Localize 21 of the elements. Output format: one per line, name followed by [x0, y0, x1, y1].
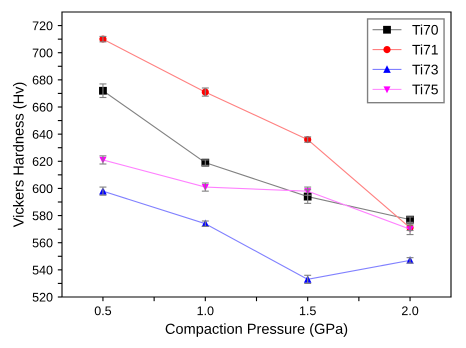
y-tick-label: 700: [32, 48, 52, 58]
y-tick-label: 560: [32, 238, 52, 248]
y-tick-label: 660: [32, 102, 52, 112]
x-axis-title: Compaction Pressure (GPa): [166, 323, 348, 337]
y-tick-label: 540: [32, 266, 52, 275]
y-tick-label: 680: [32, 76, 52, 85]
y-tick-label: 600: [32, 184, 52, 194]
legend-label: Ti73: [412, 64, 438, 74]
y-tick-label: 520: [32, 292, 52, 302]
y-tick-label: 640: [32, 130, 52, 139]
legend-label: Ti70: [412, 24, 438, 35]
x-tick-label: 2.0: [402, 306, 418, 316]
x-tick-label: 1.5: [300, 306, 316, 316]
y-tick-label: 620: [32, 157, 52, 166]
legend-label: Ti71: [412, 44, 438, 54]
x-tick-label: 1.0: [198, 306, 214, 316]
y-tick-label: 580: [32, 211, 52, 220]
y-tick-label: 720: [32, 21, 52, 30]
legend-label: Ti75: [412, 84, 438, 94]
x-tick-label: 0.5: [94, 306, 112, 316]
y-axis-title: Vickers Hardness (Hv): [12, 82, 27, 228]
